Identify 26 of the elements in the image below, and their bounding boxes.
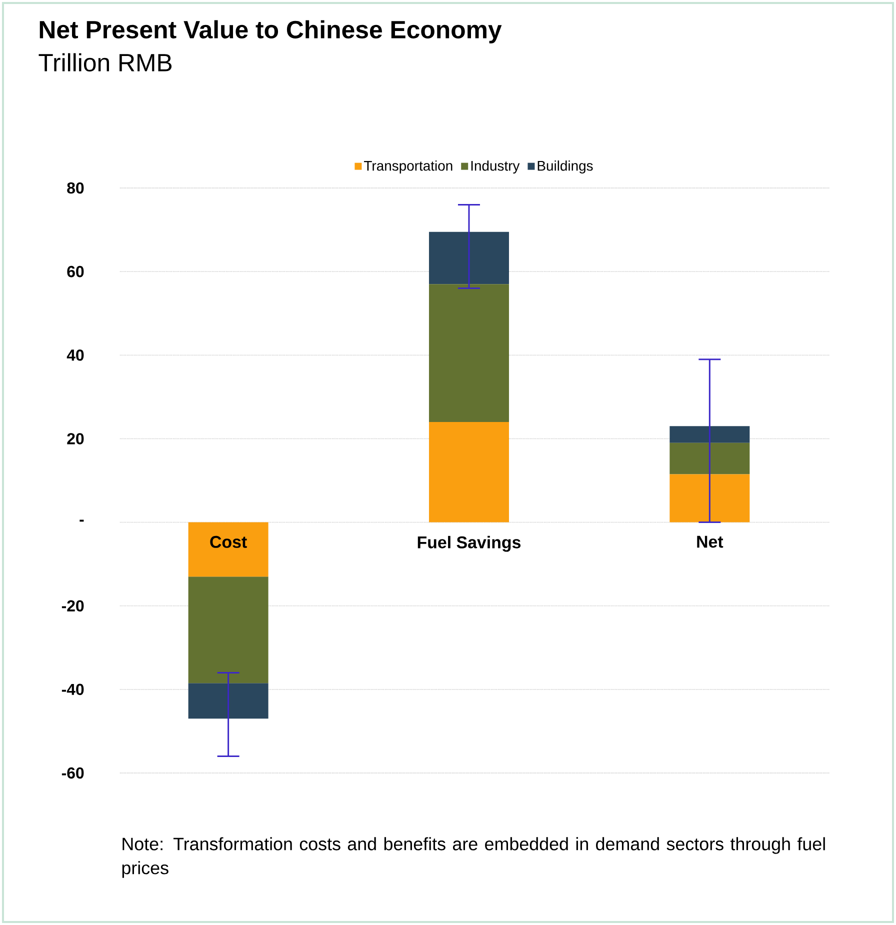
chart-subtitle: Trillion RMB	[38, 53, 172, 72]
bar	[428, 422, 509, 522]
legend-label: Buildings	[538, 160, 593, 174]
x-tick-label: Net	[697, 536, 724, 548]
bar	[670, 426, 750, 443]
bar	[670, 474, 750, 522]
bar	[428, 284, 509, 422]
y-tick-label: 20	[67, 433, 84, 444]
bar	[670, 442, 750, 474]
chart-title: Net Present Value to Chinese Economy	[40, 20, 502, 44]
bar	[188, 522, 268, 577]
bar	[188, 683, 268, 719]
y-tick-label: -40	[62, 684, 84, 696]
bar	[428, 232, 509, 284]
y-tick-label: -20	[62, 600, 84, 612]
x-tick-label: Cost	[210, 536, 247, 548]
x-tick-label: Fuel Savings	[418, 536, 521, 552]
y-tick-label: 80	[67, 182, 84, 194]
y-tick-label: -60	[62, 767, 84, 779]
y-tick-label: -	[80, 520, 84, 522]
y-tick-label: 40	[66, 350, 84, 361]
y-tick-label: 60	[67, 266, 84, 278]
bar	[188, 576, 268, 684]
legend-label: Industry	[471, 160, 520, 174]
text: Note: Transformation costs and benefits are embedded in demand sectors through fuel prices	[122, 837, 825, 878]
legend-label: Transportation	[364, 160, 452, 174]
